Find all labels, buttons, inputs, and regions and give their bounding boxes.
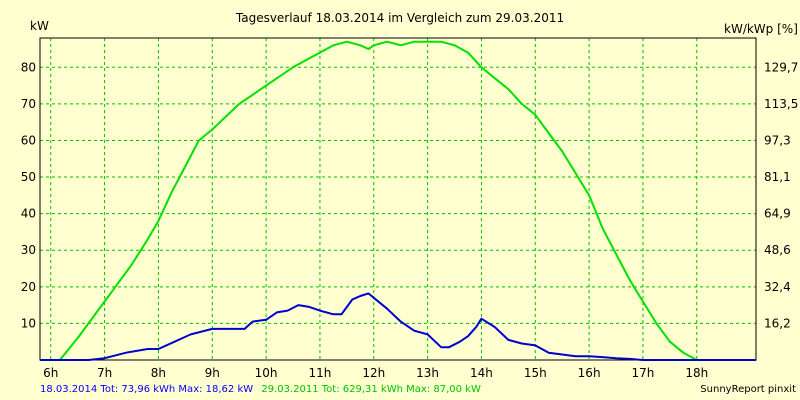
x-tick-label: 8h — [151, 366, 166, 380]
x-tick-label: 13h — [416, 366, 439, 380]
y-tick-label-left: 60 — [21, 133, 36, 147]
legend-series-2: 29.03.2011 Tot: 629,31 kWh Max: 87,00 kW — [261, 384, 481, 395]
x-tick-label: 7h — [97, 366, 112, 380]
x-tick-label: 15h — [524, 366, 547, 380]
y-tick-label-left: 70 — [21, 97, 36, 111]
series-lines — [40, 40, 756, 361]
grid — [40, 38, 756, 360]
credit-text: SunnyReport pinxit — [700, 384, 796, 395]
x-tick-label: 11h — [309, 366, 332, 380]
series-line-2 — [40, 292, 756, 361]
plot-area-frame — [39, 37, 757, 361]
x-tick-label: 12h — [362, 366, 385, 380]
left-axis-label: kW — [30, 19, 49, 33]
x-tick-label: 6h — [43, 366, 58, 380]
y-tick-label-right: 64,9 — [764, 207, 791, 221]
y-tick-label-left: 10 — [21, 316, 36, 330]
y-tick-label-right: 129,7 — [764, 60, 798, 74]
y-tick-label-left: 40 — [21, 207, 36, 221]
x-tick-label: 9h — [205, 366, 220, 380]
y-tick-label-right: 16,2 — [764, 316, 791, 330]
x-tick-label: 10h — [255, 366, 278, 380]
y-tick-label-left: 30 — [21, 243, 36, 257]
series-line-1 — [40, 40, 756, 361]
y-tick-label-right: 97,3 — [764, 133, 791, 147]
y-tick-label-right: 113,5 — [764, 97, 798, 111]
y-tick-label-right: 32,4 — [764, 280, 791, 294]
y-tick-label-left: 50 — [21, 170, 36, 184]
legend-series-1: 18.03.2014 Tot: 73,96 kWh Max: 18,62 kW — [40, 384, 253, 395]
y-tick-label-left: 80 — [21, 60, 36, 74]
x-tick-label: 18h — [685, 366, 708, 380]
chart-title: Tagesverlauf 18.03.2014 im Vergleich zum… — [235, 11, 564, 25]
footer-legend: 18.03.2014 Tot: 73,96 kWh Max: 18,62 kW … — [40, 384, 481, 395]
x-tick-label: 14h — [470, 366, 493, 380]
y-tick-label-right: 48,6 — [764, 243, 791, 257]
x-tick-label: 17h — [632, 366, 655, 380]
y-tick-label-left: 20 — [21, 280, 36, 294]
axis-ticks: 6h 7h 8h 9h 10h 11h 12h 13h 14h 15h 16h 17h 18h 10 20 3… — [21, 60, 799, 380]
right-axis-label: kW/kWp [%] — [724, 22, 798, 36]
x-tick-label: 16h — [578, 366, 601, 380]
y-tick-label-right: 81,1 — [764, 170, 791, 184]
